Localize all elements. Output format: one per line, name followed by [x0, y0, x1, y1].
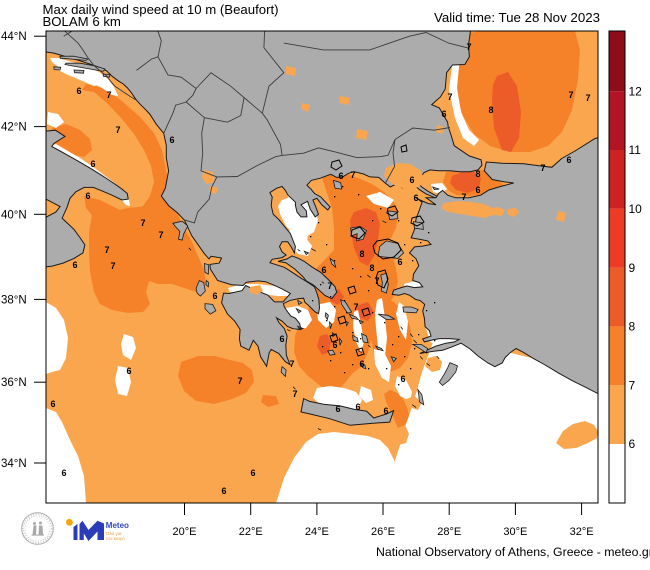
svg-text:6: 6 [332, 340, 337, 350]
svg-text:Valid time: Tue 28 Nov 2023: Valid time: Tue 28 Nov 2023 [434, 10, 600, 25]
svg-text:36°N: 36°N [1, 377, 27, 389]
svg-text:8: 8 [488, 105, 493, 115]
svg-text:6: 6 [413, 193, 418, 203]
svg-text:11: 11 [629, 143, 642, 157]
svg-text:6: 6 [50, 399, 55, 409]
svg-text:6: 6 [169, 135, 174, 145]
svg-text:6: 6 [409, 175, 414, 185]
svg-text:6: 6 [90, 159, 95, 169]
svg-text:7: 7 [110, 261, 115, 271]
svg-text:6: 6 [321, 265, 326, 275]
svg-text:6: 6 [400, 374, 405, 384]
svg-text:7: 7 [466, 42, 471, 52]
svg-text:7: 7 [289, 359, 294, 369]
svg-text:7: 7 [104, 245, 109, 255]
svg-text:7: 7 [350, 170, 355, 180]
svg-text:7: 7 [292, 389, 297, 399]
svg-text:7: 7 [327, 281, 332, 291]
svg-text:38°N: 38°N [1, 294, 27, 306]
svg-text:7: 7 [106, 90, 111, 100]
svg-text:28°E: 28°E [437, 526, 461, 538]
svg-text:6: 6 [359, 359, 364, 369]
svg-text:30°E: 30°E [503, 526, 527, 538]
svg-text:24°E: 24°E [305, 526, 329, 538]
svg-text:Όλα για: Όλα για [105, 531, 122, 536]
svg-text:8: 8 [369, 263, 374, 273]
svg-text:6: 6 [566, 155, 571, 165]
svg-text:44°N: 44°N [1, 31, 27, 43]
svg-text:6: 6 [279, 334, 284, 344]
svg-text:10: 10 [629, 202, 643, 216]
svg-text:7: 7 [540, 163, 545, 173]
svg-text:20°E: 20°E [173, 526, 197, 538]
svg-text:Meteo: Meteo [106, 521, 129, 530]
svg-text:7: 7 [115, 125, 120, 135]
svg-text:8: 8 [475, 169, 480, 179]
svg-text:6: 6 [61, 468, 66, 478]
svg-text:6: 6 [72, 260, 77, 270]
svg-text:9: 9 [629, 261, 636, 275]
svg-text:6: 6 [221, 486, 226, 496]
svg-text:8: 8 [629, 320, 636, 334]
svg-text:6: 6 [475, 185, 480, 195]
svg-text:32°E: 32°E [570, 526, 594, 538]
svg-text:7: 7 [568, 90, 573, 100]
svg-text:6: 6 [383, 406, 388, 416]
svg-text:7: 7 [585, 93, 590, 103]
svg-text:τον καιρό: τον καιρό [106, 535, 125, 541]
svg-text:7: 7 [140, 218, 145, 228]
svg-text:42°N: 42°N [1, 122, 27, 134]
svg-text:6: 6 [85, 191, 90, 201]
svg-text:34°N: 34°N [1, 458, 27, 470]
svg-text:6: 6 [76, 86, 81, 96]
svg-text:National Observatory of Athens: National Observatory of Athens, Greece -… [376, 545, 650, 559]
svg-text:7: 7 [353, 302, 358, 312]
svg-text:6: 6 [250, 468, 255, 478]
svg-text:6: 6 [441, 109, 446, 119]
svg-text:6: 6 [126, 366, 131, 376]
svg-text:6: 6 [335, 404, 340, 414]
svg-text:7: 7 [447, 92, 452, 102]
svg-text:BOLAM 6 km: BOLAM 6 km [43, 14, 121, 29]
svg-text:Max daily wind speed at 10 m (: Max daily wind speed at 10 m (Beaufort) [43, 2, 279, 17]
svg-text:6: 6 [338, 171, 343, 181]
svg-text:26°E: 26°E [371, 526, 395, 538]
svg-text:6: 6 [212, 291, 217, 301]
svg-text:6: 6 [355, 402, 360, 412]
svg-text:8: 8 [359, 249, 364, 259]
svg-text:40°N: 40°N [1, 209, 27, 221]
svg-text:7: 7 [461, 192, 466, 202]
svg-text:7: 7 [158, 230, 163, 240]
svg-text:22°E: 22°E [239, 526, 263, 538]
svg-text:6: 6 [629, 437, 636, 451]
svg-text:7: 7 [629, 378, 636, 392]
svg-text:6: 6 [397, 257, 402, 267]
svg-text:7: 7 [374, 276, 379, 286]
svg-text:12: 12 [629, 84, 643, 98]
svg-text:7: 7 [237, 376, 242, 386]
